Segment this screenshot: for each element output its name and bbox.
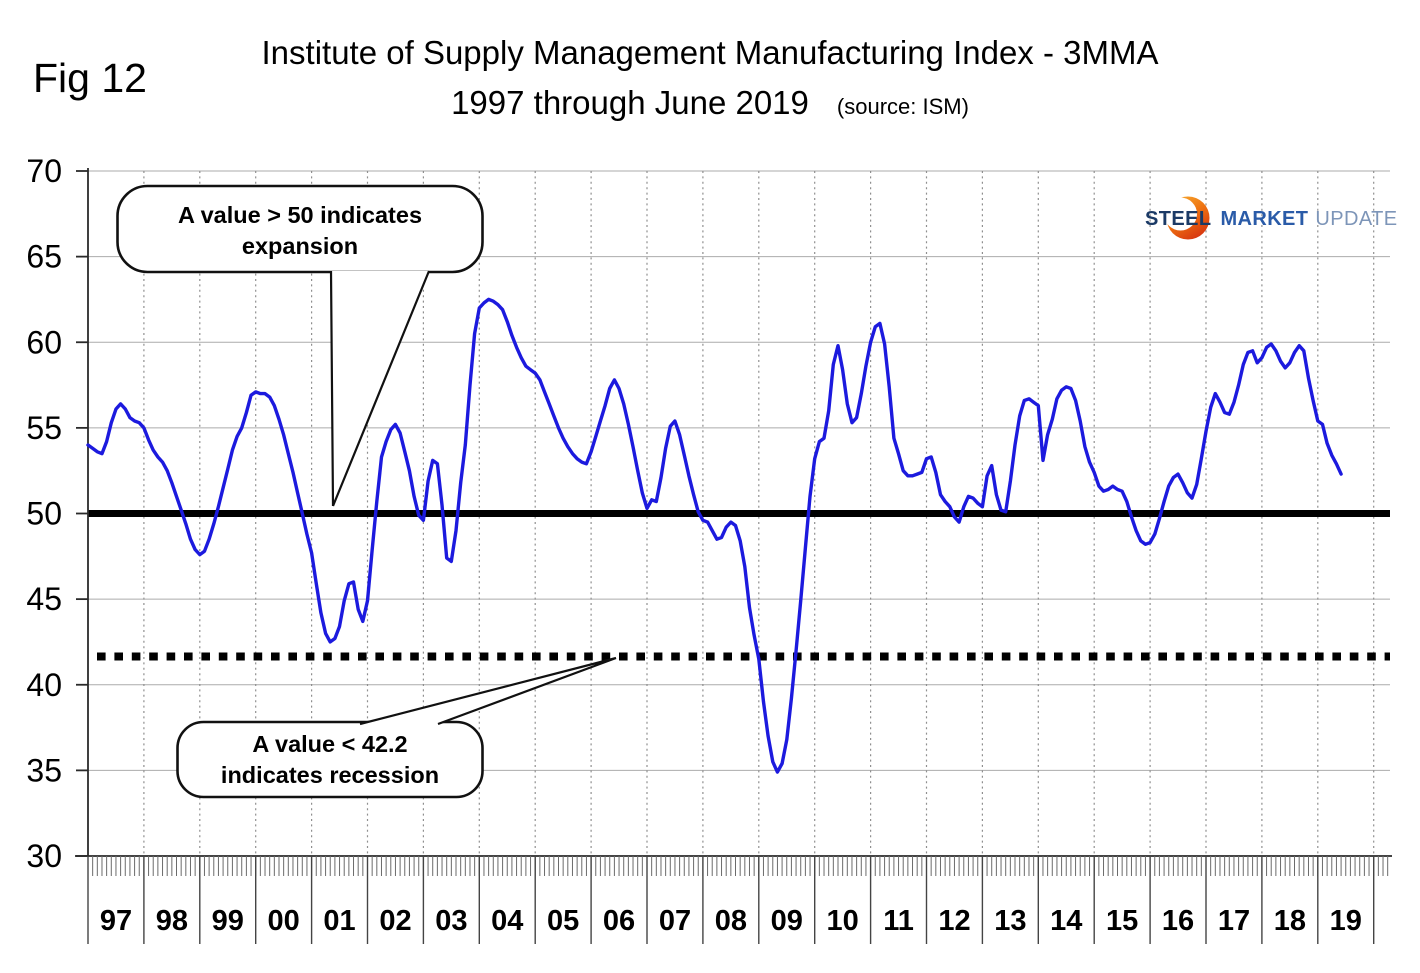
recession-callout-bubble xyxy=(176,720,484,799)
year-label-12: 12 xyxy=(938,905,970,937)
year-label-15: 15 xyxy=(1106,905,1138,937)
year-label-04: 04 xyxy=(491,905,523,937)
recession-callout-line1: A value < 42.2 xyxy=(252,731,407,757)
chart-subtitle-text: 1997 through June 2019 xyxy=(451,84,809,121)
chart-subtitle: 1997 through June 2019 (source: ISM) xyxy=(150,84,1270,122)
recession-callout-tail-outline xyxy=(359,656,617,726)
y-tick-label-70: 70 xyxy=(26,153,62,189)
logo-text: STEEL MARKET UPDATE xyxy=(1145,208,1397,231)
expansion-callout: A value > 50 indicates expansion xyxy=(116,184,484,507)
year-label-98: 98 xyxy=(156,905,188,937)
logo-word-steel: STEEL xyxy=(1145,208,1212,230)
year-label-09: 09 xyxy=(771,905,803,937)
y-tick-label-50: 50 xyxy=(26,496,62,532)
expansion-callout-line1: A value > 50 indicates xyxy=(178,202,422,228)
ism-index-line xyxy=(86,297,1343,774)
year-label-97: 97 xyxy=(100,905,132,937)
source-note: (source: ISM) xyxy=(836,94,969,119)
steel-market-update-logo: STEEL MARKET UPDATE xyxy=(1145,195,1397,243)
y-tick-label-60: 60 xyxy=(26,324,62,360)
year-label-00: 00 xyxy=(268,905,300,937)
y-tick-label-35: 35 xyxy=(26,752,62,788)
year-label-02: 02 xyxy=(379,905,411,937)
year-label-19: 19 xyxy=(1330,905,1362,937)
year-label-01: 01 xyxy=(323,905,355,937)
y-tick-label-40: 40 xyxy=(26,667,62,703)
year-label-99: 99 xyxy=(212,905,244,937)
logo-word-market: MARKET xyxy=(1220,208,1309,230)
y-tick-label-45: 45 xyxy=(26,581,62,617)
year-label-11: 11 xyxy=(883,905,914,937)
expansion-callout-bubble xyxy=(116,184,484,274)
year-label-07: 07 xyxy=(659,905,691,937)
year-label-06: 06 xyxy=(603,905,635,937)
year-label-08: 08 xyxy=(715,905,747,937)
chart-title: Institute of Supply Management Manufactu… xyxy=(261,34,1159,71)
y-tick-label-55: 55 xyxy=(26,410,62,446)
figure-number-label: Fig 12 xyxy=(33,55,147,101)
year-label-14: 14 xyxy=(1050,905,1082,937)
recession-callout-line2: indicates recession xyxy=(221,762,439,788)
year-label-17: 17 xyxy=(1218,905,1250,937)
logo-word-update: UPDATE xyxy=(1315,208,1398,230)
year-label-05: 05 xyxy=(547,905,579,937)
expansion-callout-line2: expansion xyxy=(242,233,358,259)
year-label-13: 13 xyxy=(994,905,1026,937)
y-tick-label-30: 30 xyxy=(26,838,62,874)
y-tick-label-65: 65 xyxy=(26,239,62,275)
year-label-16: 16 xyxy=(1162,905,1194,937)
year-label-03: 03 xyxy=(435,905,467,937)
logo-crescent-icon xyxy=(1164,196,1210,240)
recession-callout: A value < 42.2 indicates recession xyxy=(176,656,617,799)
expansion-callout-tail-outline xyxy=(329,270,431,507)
year-label-18: 18 xyxy=(1274,905,1306,937)
year-label-10: 10 xyxy=(827,905,859,937)
title-block: Institute of Supply Management Manufactu… xyxy=(150,34,1270,122)
